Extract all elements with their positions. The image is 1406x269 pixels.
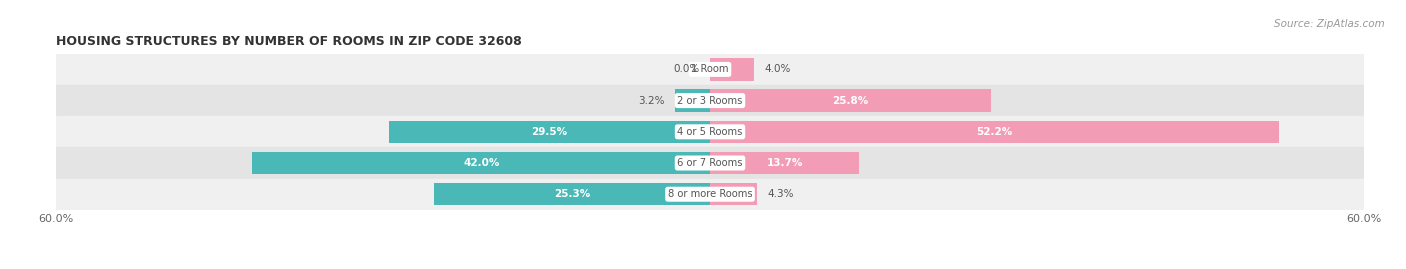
Text: 8 or more Rooms: 8 or more Rooms: [668, 189, 752, 199]
Text: 4.0%: 4.0%: [765, 64, 792, 75]
Bar: [710, 58, 754, 81]
Text: 0.0%: 0.0%: [673, 64, 699, 75]
Text: 4 or 5 Rooms: 4 or 5 Rooms: [678, 127, 742, 137]
Bar: [56, 54, 1364, 85]
Text: 25.3%: 25.3%: [554, 189, 591, 199]
Text: 2 or 3 Rooms: 2 or 3 Rooms: [678, 95, 742, 106]
Text: 13.7%: 13.7%: [766, 158, 803, 168]
Text: Source: ZipAtlas.com: Source: ZipAtlas.com: [1274, 19, 1385, 29]
Text: 52.2%: 52.2%: [976, 127, 1012, 137]
Bar: [710, 89, 991, 112]
Text: 25.8%: 25.8%: [832, 95, 869, 106]
Text: HOUSING STRUCTURES BY NUMBER OF ROOMS IN ZIP CODE 32608: HOUSING STRUCTURES BY NUMBER OF ROOMS IN…: [56, 36, 522, 48]
Text: 3.2%: 3.2%: [638, 95, 664, 106]
Text: 29.5%: 29.5%: [531, 127, 568, 137]
Text: 6 or 7 Rooms: 6 or 7 Rooms: [678, 158, 742, 168]
Bar: [56, 85, 1364, 116]
Text: 1 Room: 1 Room: [692, 64, 728, 75]
Bar: [710, 183, 756, 206]
Bar: [253, 152, 710, 174]
Bar: [710, 152, 859, 174]
Text: 4.3%: 4.3%: [768, 189, 794, 199]
Bar: [710, 121, 1279, 143]
Bar: [56, 179, 1364, 210]
Bar: [434, 183, 710, 206]
Text: 42.0%: 42.0%: [463, 158, 499, 168]
Bar: [675, 89, 710, 112]
Bar: [388, 121, 710, 143]
Bar: [56, 147, 1364, 179]
Bar: [56, 116, 1364, 147]
Legend: Owner-occupied, Renter-occupied: Owner-occupied, Renter-occupied: [585, 267, 835, 269]
